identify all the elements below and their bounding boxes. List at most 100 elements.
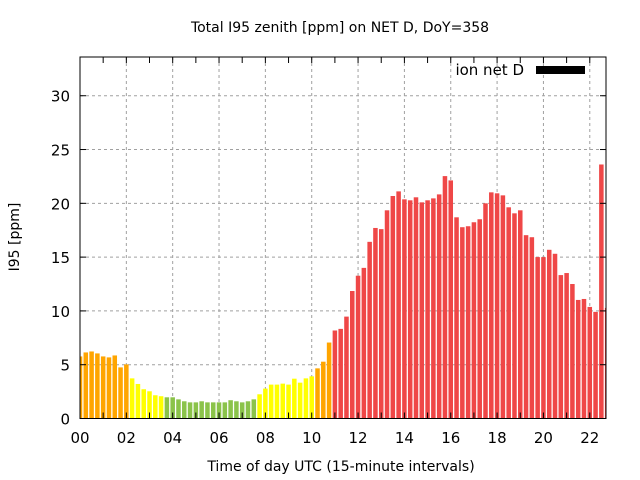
bar	[251, 399, 257, 419]
x-tick-label: 00	[70, 429, 89, 447]
bar	[483, 203, 488, 419]
bar	[599, 164, 604, 419]
bar	[494, 193, 500, 419]
bar	[471, 222, 477, 419]
legend: ion net D	[455, 61, 585, 79]
axis-ticks	[79, 57, 606, 419]
bar	[431, 198, 436, 419]
bar	[593, 311, 598, 419]
x-tick-label: 16	[441, 429, 460, 447]
bar	[274, 384, 280, 419]
x-tick-label: 18	[488, 429, 507, 447]
legend-label: ion net D	[455, 61, 524, 79]
bar	[222, 402, 228, 419]
bar	[506, 207, 511, 419]
x-tick-label: 12	[349, 429, 368, 447]
bar	[581, 298, 587, 419]
bar	[535, 257, 540, 419]
bar	[106, 357, 112, 419]
bar	[564, 273, 569, 419]
bar	[80, 356, 83, 419]
bar	[373, 227, 378, 419]
bar	[355, 275, 361, 419]
bar	[199, 401, 204, 419]
bar	[442, 176, 448, 419]
y-tick-label: 5	[60, 357, 70, 375]
bar	[477, 219, 482, 419]
bar	[378, 229, 384, 419]
bar	[193, 402, 199, 419]
bar	[234, 401, 239, 419]
y-tick-label: 0	[60, 411, 70, 429]
x-tick-label: 06	[209, 429, 228, 447]
bar	[407, 200, 413, 419]
legend-swatch	[536, 66, 585, 74]
y-axis-label: I95 [ppm]	[7, 203, 23, 272]
bar	[321, 361, 326, 419]
bar	[280, 383, 286, 419]
bar	[384, 210, 390, 419]
bar	[518, 210, 523, 419]
bar	[367, 241, 372, 419]
bar	[245, 401, 251, 419]
bar	[419, 202, 425, 419]
bar	[361, 267, 367, 419]
bar	[587, 306, 593, 419]
bar	[425, 200, 430, 419]
bar	[332, 330, 338, 419]
bar	[552, 253, 558, 419]
bar	[135, 383, 141, 419]
x-tick-label: 02	[117, 429, 136, 447]
bar	[187, 402, 193, 419]
bar	[95, 353, 100, 419]
x-tick-label: 14	[395, 429, 414, 447]
bar	[529, 237, 535, 419]
bar	[546, 249, 552, 419]
bars	[80, 164, 606, 419]
y-tick-label: 15	[51, 249, 70, 267]
bar	[396, 191, 401, 419]
bar	[164, 397, 170, 419]
y-tick-label: 20	[51, 195, 70, 213]
bar	[100, 356, 106, 419]
y-tick-label: 10	[51, 303, 70, 321]
bar	[153, 395, 158, 419]
bar	[315, 368, 320, 419]
bar	[460, 227, 465, 419]
bar	[182, 401, 187, 419]
x-tick-label: 10	[302, 429, 321, 447]
bar-group	[80, 164, 606, 419]
bar	[326, 342, 332, 419]
bar	[147, 391, 152, 419]
bar	[158, 396, 164, 419]
bar	[344, 316, 349, 419]
bar	[489, 192, 494, 419]
x-axis-label: Time of day UTC (15-minute intervals)	[206, 459, 474, 475]
bar	[523, 235, 529, 419]
bar	[303, 378, 309, 419]
bar	[228, 400, 233, 419]
bar	[338, 328, 343, 419]
bar	[575, 299, 581, 419]
bar	[141, 389, 146, 419]
bar	[286, 384, 291, 419]
bar	[89, 351, 94, 419]
bar	[413, 197, 419, 419]
bar	[297, 382, 303, 419]
bar	[390, 196, 396, 419]
y-tick-label: 25	[51, 142, 70, 160]
plot-border	[79, 56, 607, 419]
bar	[216, 402, 222, 419]
bar	[436, 194, 442, 419]
x-tick-labels: 00 02 04 06 08 10 12 14 16 18 20 22	[70, 429, 599, 447]
bar	[454, 217, 459, 419]
bar	[292, 378, 297, 419]
x-tick-label: 20	[534, 429, 553, 447]
x-tick-label: 22	[580, 429, 599, 447]
bar	[350, 291, 355, 419]
chart-title: Total I95 zenith [ppm] on NET D, DoY=358	[190, 20, 489, 36]
bar	[500, 195, 506, 419]
bar	[112, 355, 118, 419]
bar	[448, 180, 454, 419]
